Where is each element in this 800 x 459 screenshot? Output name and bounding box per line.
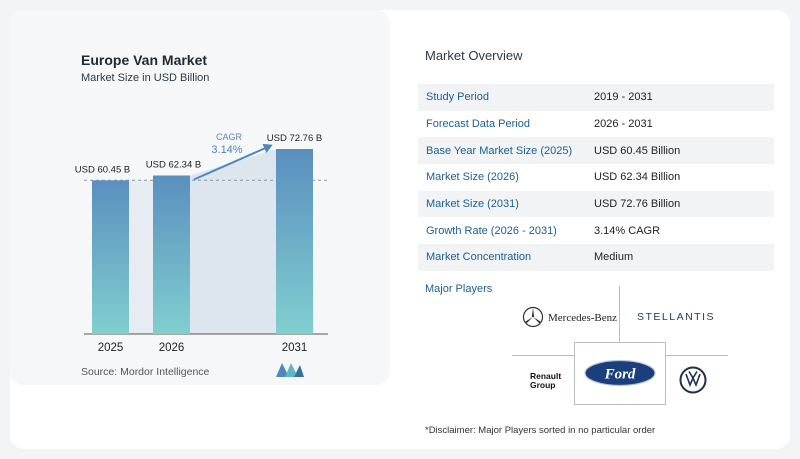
row-key: Growth Rate (2026 - 2031) — [426, 224, 557, 237]
grid-divider — [574, 342, 666, 343]
data-label-2025: USD 60.45 B — [75, 164, 130, 175]
overview-row: Market Size (2026) USD 62.34 Billion — [418, 164, 774, 191]
row-value: USD 72.76 Billion — [594, 198, 681, 211]
tick-label-2031: 2031 — [282, 342, 308, 354]
row-key: Market Concentration — [426, 251, 532, 264]
major-players-title: Major Players — [425, 283, 493, 295]
group-text: Group — [530, 380, 556, 390]
row-value: Medium — [594, 251, 634, 264]
grid-divider — [666, 355, 728, 356]
source-note: Source: Mordor Intelligence — [81, 366, 210, 378]
bar-2026 — [153, 175, 190, 334]
grid-divider — [619, 286, 620, 342]
grid-divider — [665, 342, 666, 404]
row-value: USD 62.34 Billion — [594, 171, 681, 184]
bar-chart: USD 60.45 B 2025 USD 62.34 B 2026 USD 72.76 … — [75, 132, 328, 354]
mercedes-benz-logo: Mercedes-Benz — [548, 312, 618, 324]
ford-text: Ford — [604, 367, 636, 383]
overview-row: Market Size (2031) USD 72.76 Billion — [418, 190, 774, 218]
renault-text: Renault — [530, 371, 562, 381]
row-value: 2019 - 2031 — [594, 91, 653, 104]
overview-table: Study Period 2019 - 2031 Forecast Data Pe… — [418, 84, 774, 271]
cagr-value: 3.14% — [211, 144, 242, 156]
row-key: Base Year Market Size (2025) — [426, 144, 573, 157]
cagr-arrowhead — [262, 143, 273, 153]
row-key: Forecast Data Period — [426, 118, 530, 131]
tick-label-2025: 2025 — [98, 342, 124, 354]
disclaimer: *Disclaimer: Major Players sorted in no … — [425, 425, 656, 436]
overview-row: Forecast Data Period 2026 - 2031 — [418, 111, 774, 138]
chart-subtitle: Market Size in USD Billion — [81, 72, 210, 84]
overview-row: Study Period 2019 - 2031 — [418, 84, 774, 111]
stellantis-logo: STELLANTIS — [637, 311, 716, 323]
grid-divider — [574, 342, 575, 404]
mordor-logo-icon — [276, 363, 304, 377]
row-key: Market Size (2026) — [426, 171, 519, 184]
ford-logo: Ford — [584, 359, 656, 387]
growth-shade — [190, 149, 276, 334]
bar-2025 — [92, 180, 129, 334]
grid-divider — [574, 404, 666, 405]
row-key: Market Size (2031) — [426, 198, 519, 211]
cagr-arrow — [193, 145, 271, 181]
overview-row: Growth Rate (2026 - 2031) 3.14% CAGR — [418, 217, 774, 244]
row-value: 3.14% CAGR — [594, 224, 661, 237]
row-value: USD 60.45 Billion — [594, 144, 681, 157]
cagr-label: CAGR — [216, 132, 243, 142]
renault-group-logo: Renault Group — [530, 372, 561, 390]
data-label-2031: USD 72.76 B — [267, 133, 322, 144]
overview-title: Market Overview — [425, 48, 523, 63]
mercedes-star-icon — [522, 306, 544, 328]
data-label-2026: USD 62.34 B — [146, 159, 201, 170]
bar-2031 — [276, 149, 313, 334]
overview-row: Base Year Market Size (2025) USD 60.45 Bi… — [418, 137, 774, 165]
row-key: Study Period — [426, 91, 489, 104]
tick-label-2026: 2026 — [159, 342, 185, 354]
volkswagen-logo-icon — [679, 366, 707, 394]
gap-shade — [129, 180, 153, 334]
grid-divider — [512, 355, 574, 356]
overview-row: Market Concentration Medium — [418, 244, 774, 271]
row-value: 2026 - 2031 — [594, 118, 653, 131]
chart-title: Europe Van Market — [81, 52, 208, 68]
